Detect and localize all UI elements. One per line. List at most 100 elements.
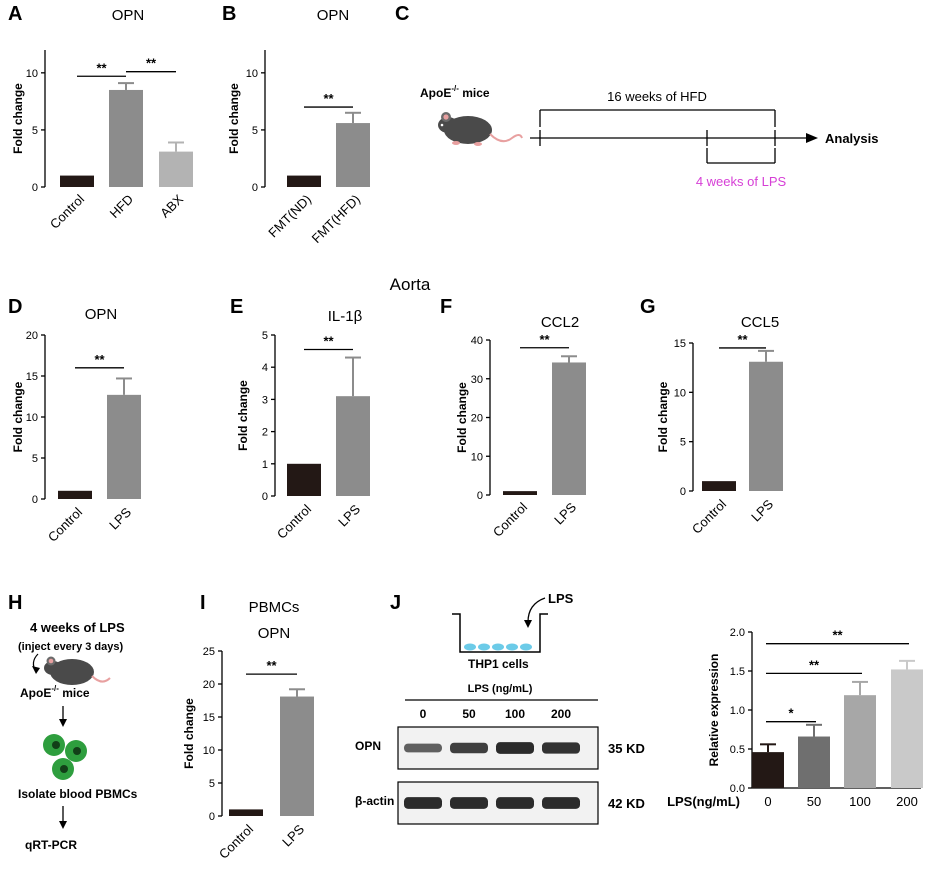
y-tick-label: 2 [262, 427, 268, 439]
j-lane-label: 0 [420, 707, 427, 721]
y-tick-label: 10 [674, 387, 686, 399]
y-axis-label: Relative expression [707, 654, 721, 767]
chart-d: 0 5 10 15 20 Fold change OPN Control LPS ** [11, 306, 141, 545]
y-tick-label: 0 [32, 494, 38, 506]
y-tick-label: 15 [674, 338, 686, 350]
j-lps-arrow [527, 597, 546, 623]
y-tick-label: 1.0 [730, 705, 745, 717]
h-line1: 4 weeks of LPS [30, 620, 125, 635]
section-title-aorta: Aorta [390, 275, 431, 294]
j-lane-label: 100 [505, 707, 525, 721]
y-tick-label: 0.5 [730, 744, 745, 756]
y-tick-label: 0 [32, 182, 38, 194]
y-axis-label: Fold change [236, 380, 250, 451]
j-blot-name: OPN [355, 739, 381, 753]
y-tick-label: 5 [680, 437, 686, 449]
x-category-label: LPS [106, 504, 134, 532]
y-tick-label: 0.0 [730, 783, 745, 795]
h-pbmc-cells-icon [43, 734, 87, 780]
c-mouse-sup: -/- [451, 84, 459, 93]
j-blot-band [404, 743, 442, 753]
chart-title: CCL2 [541, 314, 579, 331]
chart-title: OPN [258, 625, 291, 642]
chart-j: 0.0 0.5 1.0 1.5 2.0 Relative expression 0 50 100… [667, 627, 923, 809]
y-axis-label: Fold change [656, 381, 670, 452]
y-tick-label: 30 [471, 374, 483, 386]
significance-label: ** [96, 60, 107, 75]
c-lps-label: 4 weeks of LPS [696, 174, 787, 189]
x-category-label: LPS [335, 501, 363, 529]
chart-title: IL-1β [328, 308, 363, 325]
c-mouse-label: ApoE-/- mice [420, 84, 490, 100]
y-tick-label: 5 [262, 330, 268, 342]
h-arrow-2 [59, 821, 67, 829]
j-blot-size: 42 KD [608, 796, 645, 811]
chart-title: OPN [317, 7, 350, 24]
significance-label: ** [539, 332, 550, 347]
y-axis-label: Fold change [182, 698, 196, 769]
panel-letter-a: A [8, 3, 22, 25]
chart-e: 0 1 2 3 4 5 Fold change IL-1β Control LPS ** [236, 308, 370, 542]
y-axis-label: Fold change [227, 83, 241, 154]
chart-title: OPN [85, 306, 118, 323]
j-lps-label: LPS [548, 591, 574, 606]
significance-label: ** [737, 332, 748, 347]
j-well-icon [452, 613, 548, 653]
y-tick-label: 0 [680, 486, 686, 498]
x-category-label: Control [490, 499, 530, 539]
bar-lps [107, 394, 141, 499]
x-category-label: HFD [107, 192, 136, 221]
x-category-label: Control [47, 191, 87, 231]
j-blot-band [450, 797, 488, 809]
x-category-label: Control [45, 504, 85, 544]
bar-control [503, 491, 537, 495]
bar-abx [159, 151, 193, 187]
y-tick-label: 0 [262, 491, 268, 503]
y-tick-label: 10 [246, 68, 258, 80]
panel-letter-c: C [395, 3, 409, 25]
h-line2: (inject every 3 days) [18, 641, 124, 653]
x-category-label: 0 [764, 794, 771, 809]
bar-lps [280, 696, 314, 816]
bar-hfd [109, 89, 143, 187]
bar-lps [552, 362, 586, 495]
significance-label: ** [146, 56, 157, 71]
panel-letter-d: D [8, 296, 22, 318]
j-conc-header: LPS (ng/mL) [468, 683, 533, 695]
j-blot-band [542, 742, 580, 754]
c-mouse-name: ApoE [420, 86, 451, 100]
bar-fmt-hfd- [336, 123, 370, 187]
c-analysis-label: Analysis [825, 131, 878, 146]
h-mouse-suffix: mice [59, 686, 90, 700]
j-blot-band [496, 742, 534, 754]
x-category-label: Control [216, 821, 256, 861]
y-tick-label: 5 [252, 125, 258, 137]
j-thp1-cells-icon [464, 643, 532, 651]
bar-fmt-nd- [287, 175, 321, 187]
chart-g: 0 5 10 15 Fold change CCL5 Control LPS ** [656, 314, 783, 537]
j-blot-beta-actin: β-actin 42 KD [355, 781, 645, 825]
j-cells-label: THP1 cells [468, 657, 529, 671]
h-mouse-name: ApoE [20, 686, 51, 700]
j-blot-band [404, 797, 442, 809]
y-tick-label: 20 [471, 413, 483, 425]
chart-subtitle: PBMCs [249, 599, 300, 616]
y-tick-label: 40 [471, 335, 483, 347]
chart-f: 0 10 20 30 40 Fold change CCL2 Control LPS ** [455, 314, 586, 540]
panel-letter-i: I [200, 592, 206, 614]
y-tick-label: 4 [262, 362, 268, 374]
significance-label: ** [832, 628, 843, 643]
j-blot-strips: OPN 35 KD β-actin 42 KD [355, 726, 645, 825]
y-tick-label: 0 [209, 811, 215, 823]
significance-label: ** [323, 333, 334, 348]
y-tick-label: 5 [32, 125, 38, 137]
h-step3: qRT-PCR [25, 838, 77, 852]
j-blot-size: 35 KD [608, 741, 645, 756]
y-tick-label: 5 [32, 453, 38, 465]
bar-control [229, 809, 263, 816]
h-mouse-label: ApoE-/- mice [20, 684, 90, 700]
x-category-label: LPS [279, 821, 307, 849]
y-tick-label: 0 [252, 182, 258, 194]
chart-title: CCL5 [741, 314, 779, 331]
